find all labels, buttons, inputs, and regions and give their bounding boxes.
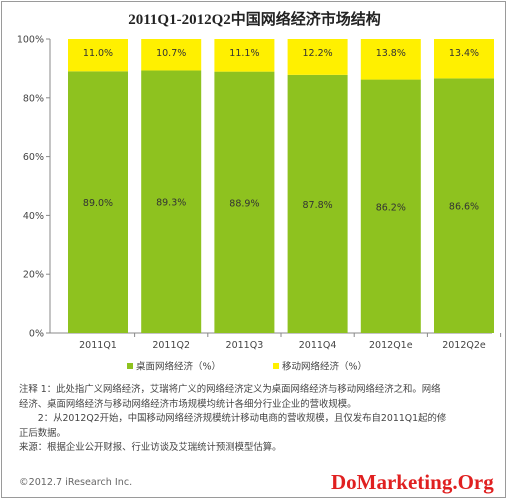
desktop-value-label: 89.3% [156,198,186,209]
watermark: DoMarketing.Org [331,470,494,494]
mobile-value-label: 13.4% [449,48,479,59]
mobile-bar-segment [214,39,275,72]
desktop-bar-segment [287,74,348,334]
note-line: 注释 1：此处指广义网络经济，艾瑞将广义的网络经济定义为桌面网络经济与移动网络经… [19,384,441,395]
mobile-bar-segment [360,39,421,80]
axes: 0% 20% 40% 60% 80% 100% 2011Q1 2011Q2 2011Q3 2011… [17,35,502,351]
desktop-bar-segment [141,70,202,333]
desktop-value-label: 86.6% [449,202,479,213]
mobile-value-label: 10.7% [156,48,186,59]
legend-swatch [273,363,279,369]
note-line: 2：从2012Q2开始，中国移动网络经济规模统计移动电商的营收规模，且仅发布自2… [19,413,447,425]
desktop-bar-segment [214,71,275,333]
desktop-value-label: 87.8% [303,200,333,211]
desktop-bar-segment [434,78,494,334]
x-tick-label: 2011Q2 [152,340,190,351]
x-tick-label: 2012Q1e [369,340,413,351]
x-tick-label: 2011Q4 [299,340,337,351]
desktop-value-label: 89.0% [83,198,113,209]
footnotes: 注释 1：此处指广义网络经济，艾瑞将广义的网络经济定义为桌面网络经济与移动网络经… [19,383,497,456]
y-tick-label: 20% [23,270,44,281]
chart-title: 2011Q1-2012Q2中国网络经济市场结构 [128,12,381,28]
mobile-value-label: 12.2% [303,48,333,59]
mobile-value-label: 11.1% [229,48,259,59]
mobile-bar-segment [287,39,348,75]
x-tick-label: 2011Q1 [79,340,117,351]
mobile-bar-segment [141,39,202,71]
bars: 89.0% 11.0% 89.3% 10.7% 88.9% 11.1% 87.8% 12.2%… [68,39,494,334]
desktop-bar-segment [360,79,421,334]
legend-label: 移动网络经济（%） [282,361,367,373]
legend-label: 桌面网络经济（%） [136,361,221,373]
y-tick-label: 60% [23,152,44,163]
desktop-bar-segment [68,71,128,333]
y-tick-label: 100% [17,35,44,46]
stacked-bar-chart: 0% 20% 40% 60% 80% 100% 2011Q1 2011Q2 2011Q3 2011… [17,35,502,373]
legend-swatch [127,363,133,369]
mobile-value-label: 13.8% [376,48,406,59]
x-tick-label: 2012Q2e [442,340,486,351]
y-tick-label: 80% [23,93,44,104]
mobile-bar-segment [434,39,494,79]
copyright: ©2012.7 iResearch Inc. [19,477,133,488]
desktop-value-label: 88.9% [229,198,259,209]
desktop-value-label: 86.2% [376,202,406,213]
note-line: 正后数据。 [19,427,66,439]
legend: 桌面网络经济（%） 移动网络经济（%） [127,361,367,373]
mobile-value-label: 11.0% [83,48,113,59]
note-line: 经济、桌面网络经济与移动网络经济市场规模均统计各细分行业企业的营收规模。 [19,398,357,410]
x-tick-label: 2011Q3 [226,340,264,351]
y-tick-label: 0% [29,329,44,340]
y-tick-label: 40% [23,211,44,222]
note-line: 来源：根据企业公开财报、行业访谈及艾瑞统计预测模型估算。 [19,442,282,454]
mobile-bar-segment [68,39,128,72]
